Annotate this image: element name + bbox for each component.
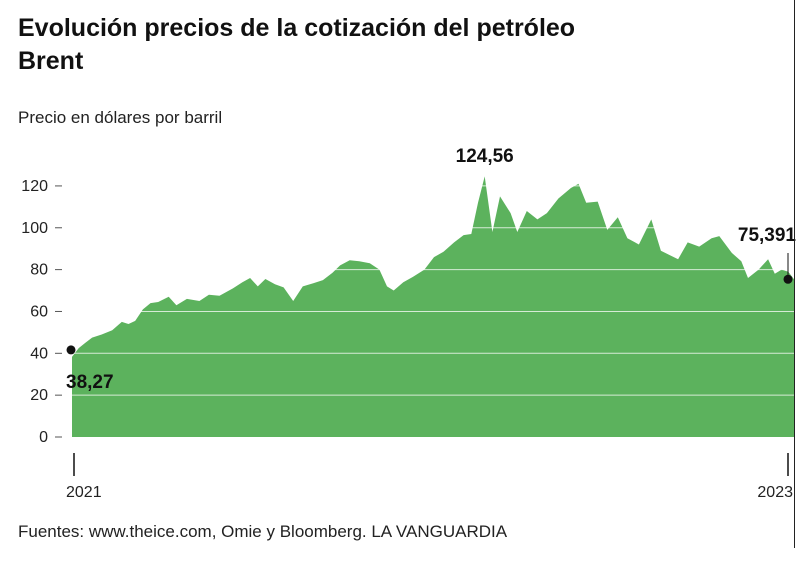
- data-label-end: 75,391: [738, 225, 797, 246]
- y-tick-label-120: 120: [21, 178, 48, 195]
- data-label-start: 38,27: [66, 372, 114, 393]
- chart-source: Fuentes: www.theice.com, Omie y Bloomber…: [18, 522, 508, 541]
- y-axis: 0 20 40 60 80 100 120: [21, 178, 62, 446]
- y-tick-label-40: 40: [30, 345, 48, 362]
- y-tick-label-20: 20: [30, 387, 48, 404]
- chart-title: Evolución precios de la cotización del p…: [18, 14, 576, 75]
- series-area: [72, 176, 794, 437]
- annotations: 38,27 124,56 75,391: [66, 146, 796, 393]
- chart-subtitle: Precio en dólares por barril: [18, 108, 223, 127]
- grid-lines: [72, 185, 794, 396]
- y-tick-label-100: 100: [21, 220, 48, 237]
- x-tick-label-2023: 2023: [757, 484, 793, 501]
- marker-start: [66, 345, 76, 355]
- y-tick-label-80: 80: [30, 262, 48, 279]
- y-tick-label-60: 60: [30, 303, 48, 320]
- y-tick-label-0: 0: [39, 429, 48, 446]
- x-tick-label-2021: 2021: [66, 484, 102, 501]
- marker-end: [783, 274, 793, 284]
- x-axis: 2021 2023: [66, 453, 793, 501]
- series-area-path: [72, 176, 794, 437]
- right-border-rule: [794, 0, 795, 548]
- data-label-peak: 124,56: [456, 146, 514, 167]
